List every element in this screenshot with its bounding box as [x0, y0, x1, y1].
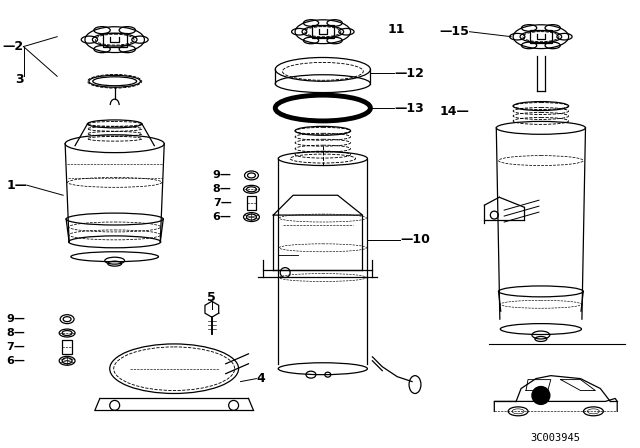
Text: 7—: 7—	[6, 342, 26, 352]
Text: —15: —15	[440, 25, 470, 38]
Bar	[312, 25, 334, 38]
Text: 6—: 6—	[6, 356, 26, 366]
Bar	[530, 30, 552, 43]
Text: 8—: 8—	[6, 328, 26, 338]
Text: 7—: 7—	[212, 198, 232, 208]
Text: 14—: 14—	[440, 104, 470, 117]
Text: —2: —2	[3, 40, 24, 53]
Text: 6—: 6—	[212, 212, 232, 222]
Circle shape	[532, 387, 550, 405]
Text: 9—: 9—	[6, 314, 26, 324]
Text: 5: 5	[207, 291, 216, 304]
Text: 4: 4	[257, 372, 265, 385]
Bar	[103, 33, 127, 47]
Text: 3C003945: 3C003945	[531, 433, 580, 443]
Bar	[62, 340, 72, 354]
Text: —13: —13	[394, 102, 424, 115]
Text: 3: 3	[15, 73, 24, 86]
Text: —12: —12	[394, 67, 424, 80]
Text: 11: 11	[387, 23, 404, 36]
Text: —10: —10	[400, 233, 430, 246]
Text: 9—: 9—	[212, 170, 232, 181]
Bar	[246, 196, 257, 210]
Text: 8—: 8—	[212, 184, 232, 194]
Text: 1—: 1—	[6, 179, 28, 192]
